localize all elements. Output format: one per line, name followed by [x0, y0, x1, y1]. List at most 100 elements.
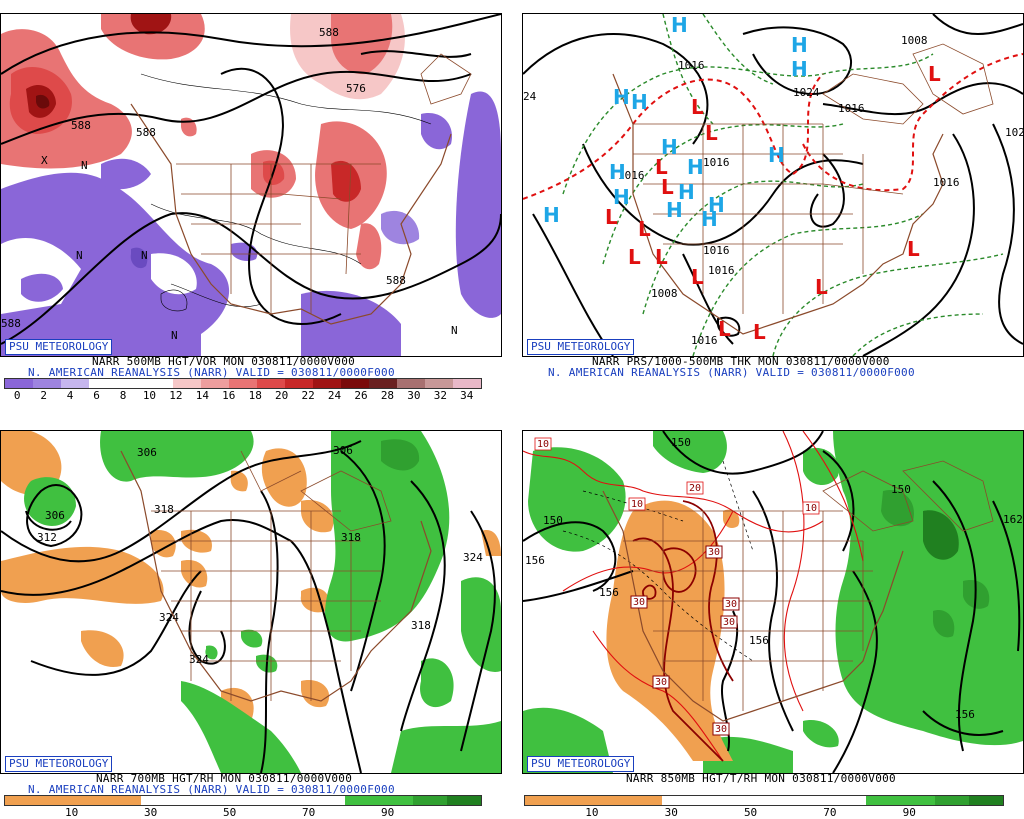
colorbar-segment — [453, 379, 481, 388]
colorbar-tick-label: 20 — [275, 389, 289, 402]
colorbar-segment — [285, 379, 313, 388]
height-contour-label: 150 — [891, 483, 911, 496]
colorbar-segment — [117, 379, 145, 388]
colorbar-tick-label: 30 — [407, 389, 421, 402]
colorbar-segment — [934, 796, 969, 805]
colorbar-segment — [832, 796, 867, 805]
colorbar-segment — [661, 796, 696, 805]
colorbar-segment — [5, 379, 33, 388]
colorbar-tick-label: 90 — [902, 806, 916, 819]
colorbar-tick-label: 0 — [13, 389, 21, 402]
temp-label: 30 — [633, 597, 645, 608]
brand-label: PSU METEOROLOGY — [5, 756, 113, 772]
map-850mb: 150 150 150 156 156 156 156 162 10 10 10… — [522, 430, 1024, 774]
contour-label: 588 — [71, 119, 91, 132]
colorbar-ticks: 10 30 50 70 90 — [524, 806, 1002, 819]
colorbar-tick-label: 10 — [142, 389, 157, 402]
colorbar-segment — [627, 796, 662, 805]
temp-label: 30 — [655, 677, 667, 688]
high-pressure-marker: H — [671, 14, 688, 37]
temp-label: 10 — [805, 503, 817, 514]
brand-label: PSU METEOROLOGY — [527, 339, 635, 355]
high-pressure-marker: H — [666, 198, 683, 222]
vorticity-min-marker: N — [141, 249, 148, 262]
panel-subtitle: N. AMERICAN REANALYSIS (NARR) VALID = 03… — [548, 366, 915, 379]
temp-label: 30 — [708, 547, 720, 558]
colorbar-segment — [311, 796, 345, 805]
low-pressure-marker: L — [705, 121, 718, 145]
colorbar-tick-label: 34 — [460, 389, 474, 402]
colorbar-ticks: 0 2 4 6 8 10 12 14 16 18 20 22 24 26 28 30 32 34 — [4, 389, 480, 402]
isobar-label: 1008 — [901, 34, 928, 47]
colorbar-segment — [525, 796, 560, 805]
height-contour-label: 150 — [671, 436, 691, 449]
colorbar-tick-label: 70 — [823, 806, 837, 819]
colorbar-segment — [5, 796, 39, 805]
colorbar-tick-label: 70 — [302, 806, 316, 819]
colorbar-segment — [345, 796, 379, 805]
colorbar-segment — [397, 379, 425, 388]
high-pressure-marker: H — [768, 143, 785, 167]
temp-label: 30 — [725, 599, 737, 610]
height-contour-label: 306 — [137, 446, 157, 459]
height-contour-label: 318 — [154, 503, 174, 516]
high-pressure-marker: H — [678, 180, 695, 204]
high-pressure-marker: H — [543, 203, 560, 227]
colorbar-segment — [379, 796, 413, 805]
isobar-label: 1016 — [691, 334, 718, 347]
colorbar-tick-label: 30 — [143, 806, 158, 819]
colorbar-segment — [61, 379, 89, 388]
low-pressure-marker: L — [907, 237, 920, 261]
colorbar-segment — [39, 796, 73, 805]
contour-label: 588 — [136, 126, 156, 139]
colorbar-tick-label: 24 — [327, 389, 342, 402]
colorbar-segment — [425, 379, 453, 388]
map-pressure-svg: 1008 1016 1024 1016 1016 1016 1016 1016 … — [523, 14, 1023, 356]
colorbar-segment — [243, 796, 277, 805]
temp-label: 20 — [689, 483, 701, 494]
rh-colorbar — [524, 795, 1004, 806]
panel-500mb-vorticity: 588 576 588 588 588 588 X N N N N N PSU … — [0, 0, 505, 402]
low-pressure-marker: L — [928, 62, 941, 86]
panel-surface-pressure-thickness: 1008 1016 1024 1016 1016 1016 1016 1016 … — [520, 0, 1024, 400]
high-pressure-marker: H — [791, 33, 808, 57]
isobar-label: 24 — [523, 90, 537, 103]
colorbar-segment — [173, 379, 201, 388]
brand-label: PSU METEOROLOGY — [5, 339, 113, 355]
vorticity-colorbar — [4, 378, 482, 389]
colorbar-tick-label: 8 — [119, 389, 127, 402]
colorbar-segment — [559, 796, 594, 805]
colorbar-tick-label: 50 — [222, 806, 237, 819]
low-pressure-marker: L — [691, 95, 704, 119]
height-contour-label: 156 — [525, 554, 545, 567]
colorbar-segment — [341, 379, 369, 388]
height-contour-label: 324 — [463, 551, 483, 564]
colorbar-tick-label: 32 — [433, 389, 447, 402]
high-pressure-marker: H — [631, 90, 648, 114]
colorbar-tick-label: 22 — [301, 389, 315, 402]
colorbar-segment — [201, 379, 229, 388]
height-contour-label: 306 — [45, 509, 65, 522]
panel-title: NARR 700MB HGT/RH MON 030811/0000V000 — [96, 772, 353, 785]
panel-title: NARR 850MB HGT/T/RH MON 030811/0000V000 — [626, 772, 896, 785]
low-pressure-marker: L — [718, 317, 731, 341]
low-pressure-marker: L — [661, 175, 674, 199]
isobar-label: 1024 — [793, 86, 820, 99]
colorbar-segment — [277, 796, 311, 805]
colorbar-tick-label: 10 — [585, 806, 599, 819]
height-contour-label: 318 — [341, 531, 361, 544]
height-contour-label: 324 — [159, 611, 179, 624]
contour-label: 576 — [346, 82, 366, 95]
colorbar-segment — [369, 379, 397, 388]
temp-label: 10 — [537, 439, 549, 450]
high-pressure-marker: H — [613, 85, 630, 109]
high-pressure-marker: H — [613, 185, 630, 209]
map-700mb: 306 306 306 312 318 318 324 324 324 318 … — [0, 430, 502, 774]
vorticity-min-marker: N — [81, 159, 88, 172]
colorbar-segment — [763, 796, 799, 805]
colorbar-segment — [313, 379, 341, 388]
brand-label: PSU METEOROLOGY — [527, 756, 635, 772]
vorticity-max-marker: X — [41, 154, 48, 167]
height-contour-label: 324 — [189, 653, 209, 666]
vorticity-min-marker: N — [451, 324, 458, 337]
